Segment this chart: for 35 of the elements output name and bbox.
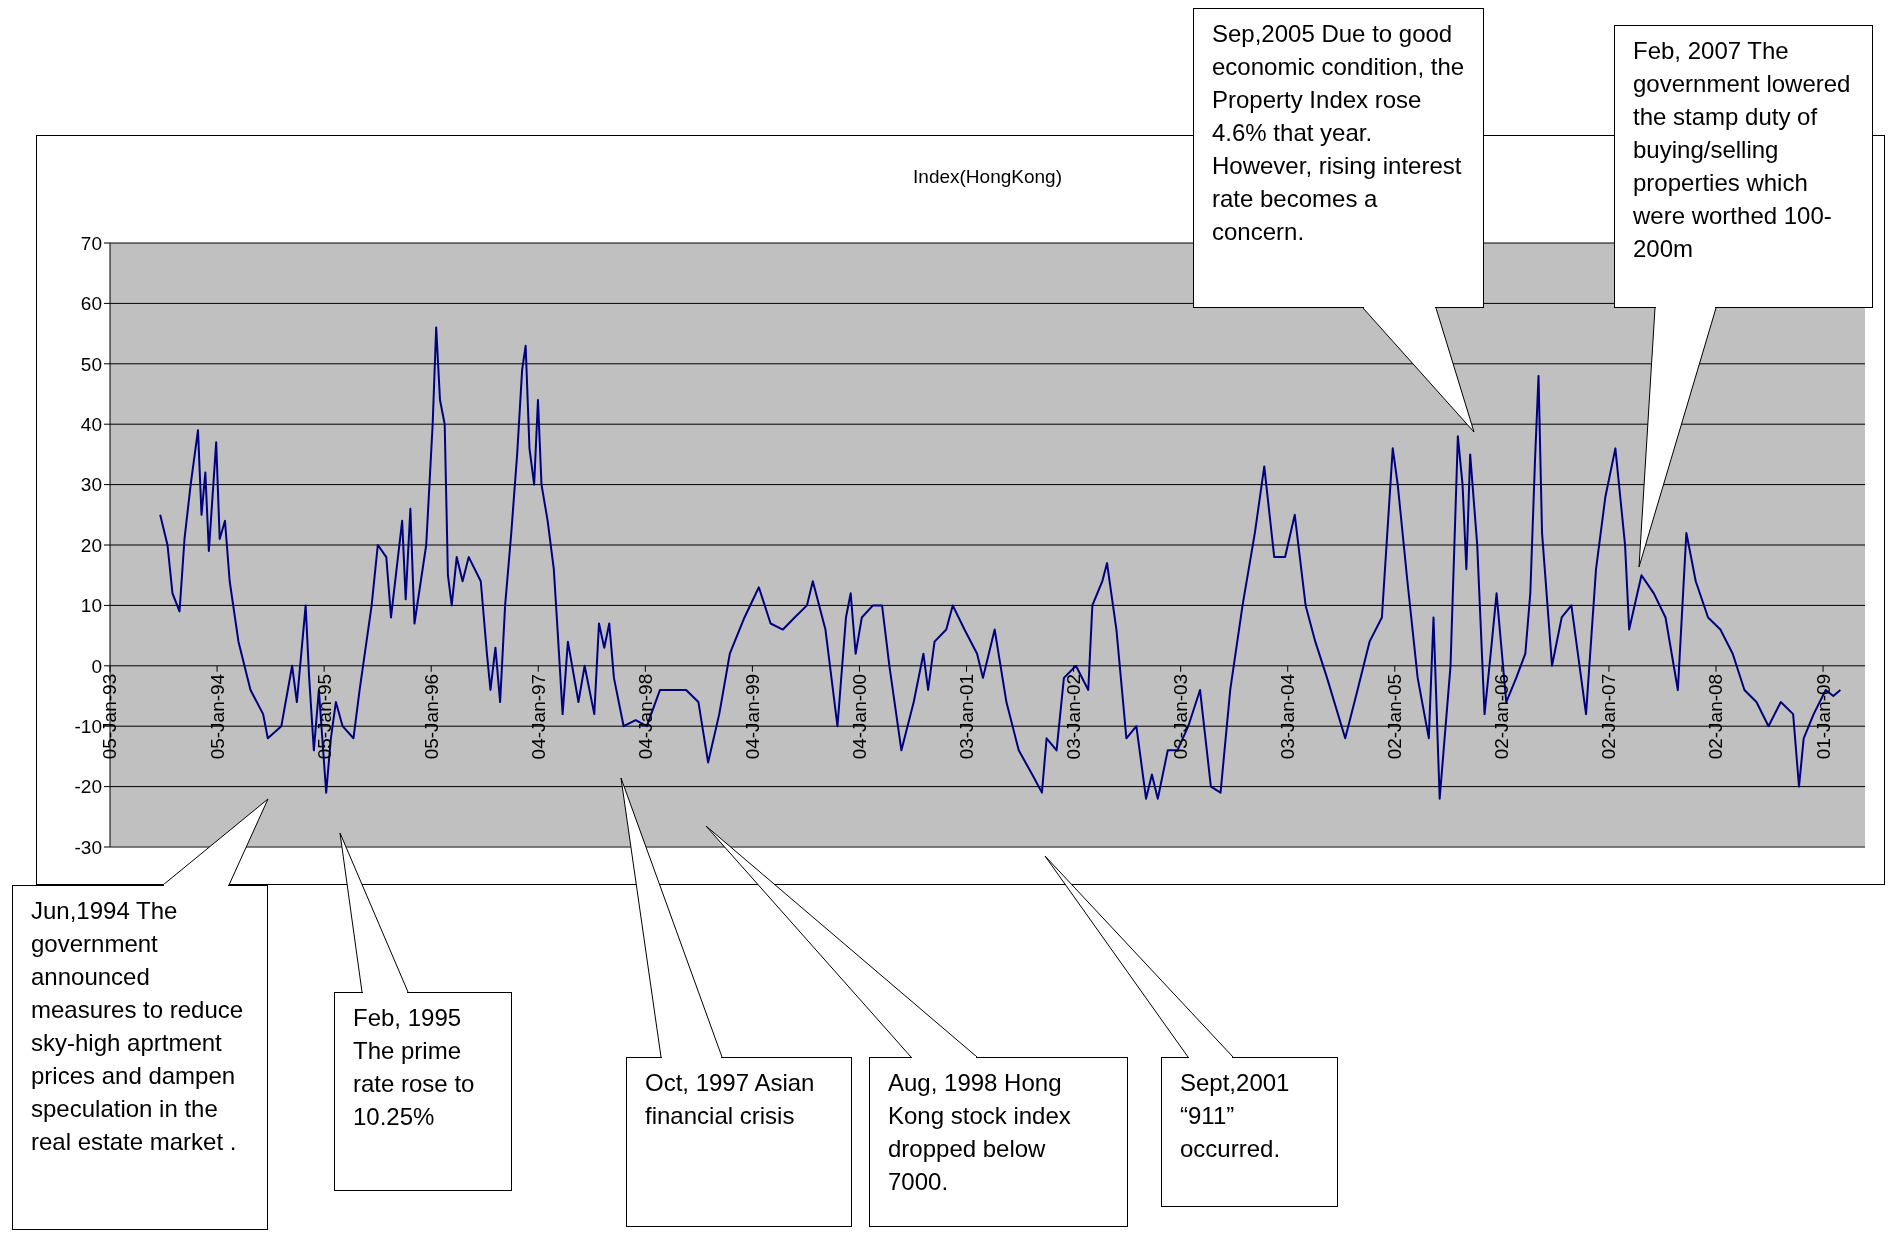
callout-box: Feb, 2007 The government lowered the stamp duty of buying/selling properties which were worthed 100-200m <box>1614 25 1873 308</box>
chart-title: Index(HongKong) <box>913 166 1062 187</box>
y-tick-label: 70 <box>80 232 102 254</box>
x-tick-label: 05-Jan-94 <box>206 673 228 760</box>
callout-box: Sep,2005 Due to good economic condition, the Property Index rose 4.6% that year. However, rising interest rate becomes a concern. <box>1193 8 1484 308</box>
y-tick-label: 40 <box>80 413 102 435</box>
x-tick-label: 05-Jan-96 <box>420 673 442 760</box>
x-tick-label: 04-Jan-00 <box>848 673 870 760</box>
x-tick-label: 03-Jan-01 <box>956 673 978 760</box>
y-tick-label: -30 <box>74 836 102 858</box>
callout-box: Sept,2001 “911” occurred. <box>1161 1057 1338 1207</box>
y-tick-label: 20 <box>80 534 102 556</box>
callout-box: Jun,1994 The government announced measures to reduce sky-high aprtment prices and dampen speculation in the real estate market . <box>12 885 268 1230</box>
x-tick-label: 02-Jan-07 <box>1598 673 1620 760</box>
x-tick-label: 02-Jan-08 <box>1705 673 1727 760</box>
x-tick-label: 03-Jan-02 <box>1063 673 1085 760</box>
y-tick-label: 50 <box>80 353 102 375</box>
callout-box: Aug, 1998 Hong Kong stock index dropped below 7000. <box>869 1057 1128 1227</box>
y-tick-label: 60 <box>80 293 102 315</box>
line-series <box>159 326 1842 800</box>
callout-box: Feb, 1995 The prime rate rose to 10.25% <box>334 992 512 1191</box>
x-tick-label: 02-Jan-06 <box>1491 673 1513 760</box>
x-tick-label: 04-Jan-99 <box>741 673 763 760</box>
x-tick-label: 04-Jan-97 <box>527 673 549 760</box>
x-tick-label: 02-Jan-05 <box>1384 673 1406 760</box>
y-tick-label: 0 <box>91 655 102 677</box>
y-tick-label: 10 <box>80 595 102 617</box>
x-tick-label: 01-Jan-09 <box>1812 673 1834 760</box>
x-tick-label: 04-Jan-98 <box>634 673 656 760</box>
y-tick-label: -20 <box>74 776 102 798</box>
x-tick-label: 03-Jan-03 <box>1170 673 1192 760</box>
x-tick-label: 05-Jan-95 <box>313 673 335 760</box>
callout-box: Oct, 1997 Asian financial crisis <box>626 1057 852 1227</box>
x-tick-label: 03-Jan-04 <box>1277 673 1299 760</box>
y-tick-label: 30 <box>80 474 102 496</box>
